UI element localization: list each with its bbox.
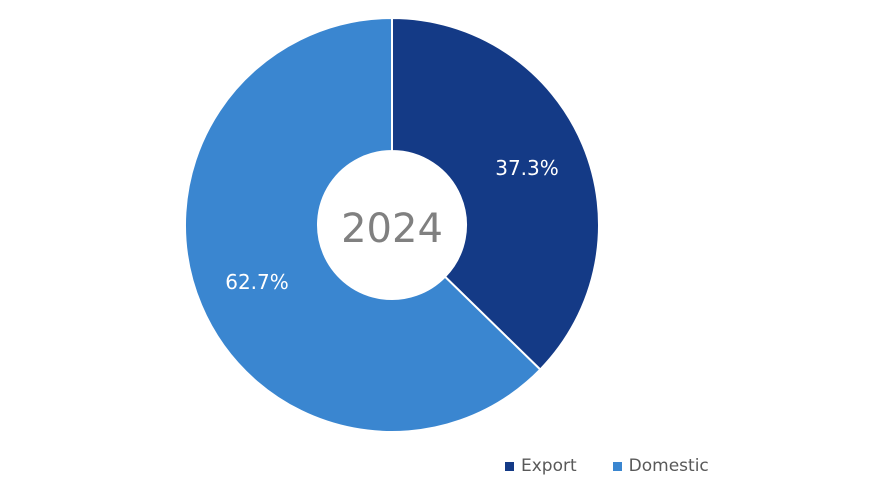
legend-swatch-domestic [612, 461, 622, 471]
slice-label-export: 37.3% [495, 156, 559, 180]
legend-label-domestic: Domestic [628, 456, 709, 476]
slice-label-domestic: 62.7% [225, 270, 289, 294]
legend-item-export: Export [505, 456, 577, 476]
legend: Export Domestic [505, 456, 745, 476]
legend-item-domestic: Domestic [612, 456, 709, 476]
slice-domestic [184, 16, 542, 433]
center-year-label: 2024 [341, 206, 443, 252]
legend-label-export: Export [521, 456, 577, 476]
slice-labels: 37.3% 62.7% [225, 156, 559, 294]
slice-export [391, 16, 600, 371]
legend-swatch-export [505, 461, 514, 471]
donut-slices [184, 16, 600, 433]
